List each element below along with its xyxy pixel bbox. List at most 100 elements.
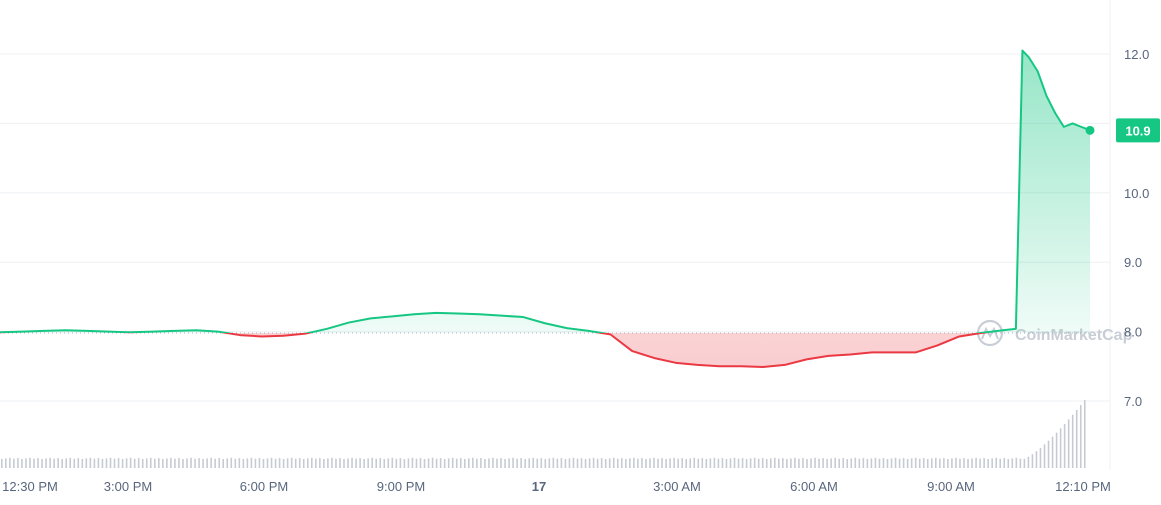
volume-bar [427, 458, 430, 468]
x-tick-label: 3:00 AM [653, 479, 701, 494]
volume-bar [874, 457, 877, 468]
volume-bar [806, 459, 808, 468]
volume-bar [484, 459, 486, 468]
volume-bar [540, 458, 543, 468]
volume-bar [1039, 447, 1042, 468]
volume-bar [633, 457, 635, 468]
x-tick-label: 9:00 AM [927, 479, 975, 494]
volume-bar [258, 458, 261, 468]
volume-bar [709, 458, 712, 468]
x-tick-label: 3:00 PM [104, 479, 152, 494]
volume-bar [447, 458, 450, 468]
volume-bar [331, 457, 333, 468]
volume-bar [250, 457, 253, 468]
volume-bar [339, 458, 341, 468]
volume-bar [1027, 456, 1030, 468]
volume-bar [677, 458, 679, 468]
y-tick-label: 9.0 [1124, 255, 1142, 270]
volume-bar [979, 458, 981, 468]
volume-bar [560, 458, 563, 468]
volume-bar [121, 459, 124, 468]
volume-bar [834, 457, 836, 468]
volume-bar [987, 459, 989, 468]
volume-bar [592, 457, 595, 468]
area-above-baseline [0, 50, 1090, 333]
volume-bar [580, 458, 583, 468]
volume-bar [21, 459, 23, 468]
volume-bar [61, 459, 63, 468]
volume-bar [53, 458, 55, 468]
volume-bar [302, 459, 305, 468]
volume-bar [536, 458, 539, 468]
volume-bar [455, 458, 458, 468]
volume-bar [556, 458, 559, 468]
volume-bar [49, 457, 51, 468]
volume-bar [935, 457, 937, 468]
volume-bar [846, 459, 849, 468]
volume-bar [1019, 458, 1022, 468]
volume-bar [286, 458, 289, 468]
volume-bar [298, 458, 301, 468]
last-price-badge: 10.9 [1116, 118, 1160, 143]
last-price-badge-text: 10.9 [1125, 123, 1150, 138]
volume-bar [826, 459, 828, 468]
volume-bar [480, 458, 482, 468]
volume-bar [584, 459, 587, 468]
volume-bar [528, 458, 530, 468]
volume-bar [749, 458, 752, 468]
volume-bar [73, 458, 76, 468]
volume-bar [512, 457, 514, 468]
volume-bar [649, 458, 651, 468]
volume-bars [1, 400, 1086, 468]
volume-bar [930, 458, 933, 468]
volume-bar [729, 458, 732, 468]
volume-bar [922, 458, 925, 468]
volume-bar [306, 458, 309, 468]
volume-bar [918, 458, 921, 468]
volume-bar [496, 458, 498, 468]
volume-bar [226, 458, 229, 468]
volume-bar [657, 458, 659, 468]
volume-bar [516, 458, 518, 468]
volume-bar [902, 458, 905, 468]
volume-bar [319, 458, 321, 468]
volume-bar [69, 457, 72, 468]
volume-bar [57, 458, 59, 468]
volume-bar [347, 458, 349, 468]
area-fills [0, 50, 1090, 367]
volume-bar [488, 458, 490, 468]
volume-bar [214, 458, 216, 468]
volume-bar [492, 457, 494, 468]
volume-bar [145, 458, 148, 468]
volume-bar [838, 458, 840, 468]
volume-bar [661, 458, 663, 468]
volume-bar [327, 458, 329, 468]
volume-bar [737, 458, 740, 468]
volume-bar [629, 458, 631, 468]
x-tick-label: 17 [532, 479, 546, 494]
volume-bar [878, 458, 881, 468]
volume-bar [476, 458, 478, 468]
volume-bar [141, 459, 144, 468]
y-tick-label: 10.0 [1124, 186, 1149, 201]
volume-bar [620, 458, 623, 468]
volume-bar [773, 457, 776, 468]
volume-bar [814, 457, 816, 468]
volume-bar [693, 457, 696, 468]
volume-bar [1015, 457, 1018, 468]
volume-bar [963, 458, 965, 468]
volume-bar [262, 459, 265, 468]
volume-bar [33, 458, 35, 468]
volume-bar [757, 458, 760, 468]
volume-bar [81, 459, 84, 468]
volume-bar [524, 459, 526, 468]
volume-bar [818, 458, 820, 468]
volume-bar [1051, 436, 1054, 468]
volume-bar [866, 459, 869, 468]
volume-bar [572, 457, 575, 468]
x-tick-label: 12:30 PM [2, 479, 58, 494]
volume-bar [999, 458, 1002, 468]
volume-bar [97, 458, 100, 468]
volume-bar [959, 458, 961, 468]
volume-bar [5, 458, 7, 468]
